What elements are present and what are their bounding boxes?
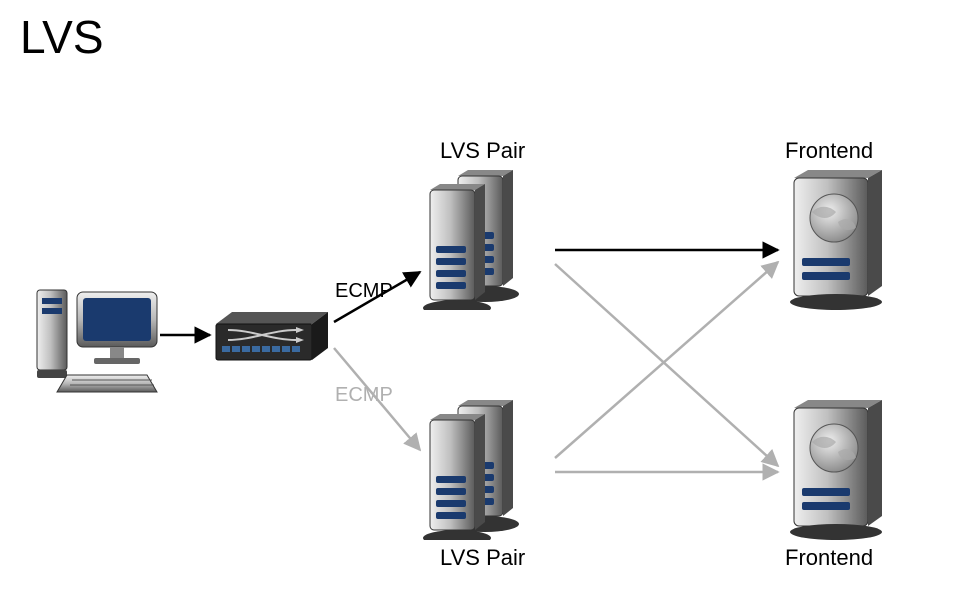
frontend-2-label: Frontend xyxy=(785,545,873,571)
lvs-pair-1-label: LVS Pair xyxy=(440,138,525,164)
lvs-pair-1-icon xyxy=(420,170,550,310)
ecmp-label-2: ECMP xyxy=(335,384,393,407)
frontend-2-icon xyxy=(780,400,895,540)
frontend-1-label: Frontend xyxy=(785,138,873,164)
client-workstation-icon xyxy=(32,280,172,400)
network-switch-icon xyxy=(212,310,332,365)
ecmp-label-1: ECMP xyxy=(335,280,393,303)
lvs-pair-2-label: LVS Pair xyxy=(440,545,525,571)
lvs-pair-2-icon xyxy=(420,400,550,540)
frontend-1-icon xyxy=(780,170,895,310)
